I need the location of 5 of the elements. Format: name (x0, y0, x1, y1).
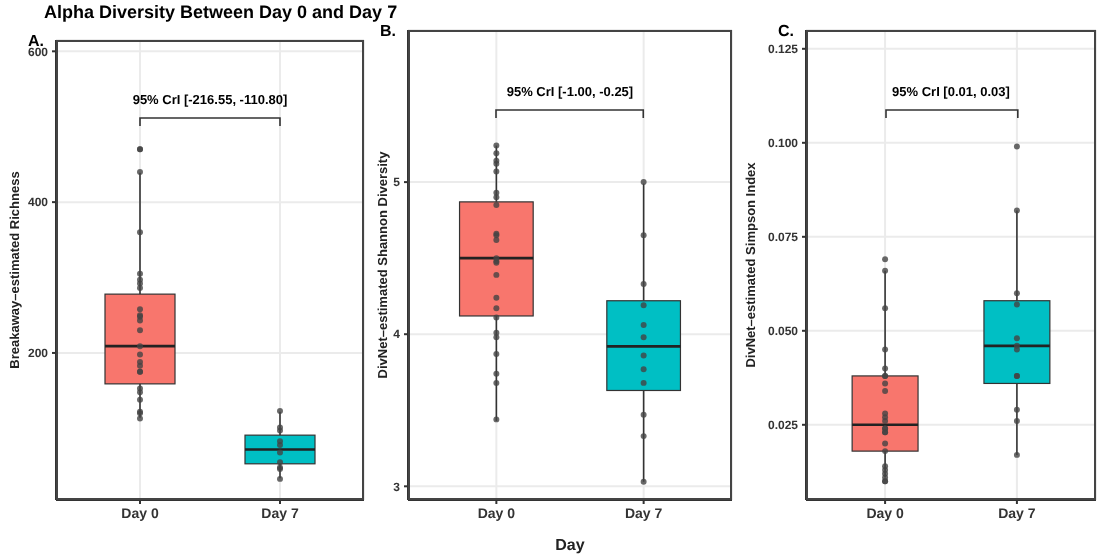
x-axis-title: Day (555, 536, 586, 554)
text: C. (776, 22, 794, 40)
text: B. (378, 22, 396, 40)
chart-title: Alpha Diversity Between Day 0 and Day 7 (44, 2, 398, 22)
text: A. (26, 32, 44, 50)
